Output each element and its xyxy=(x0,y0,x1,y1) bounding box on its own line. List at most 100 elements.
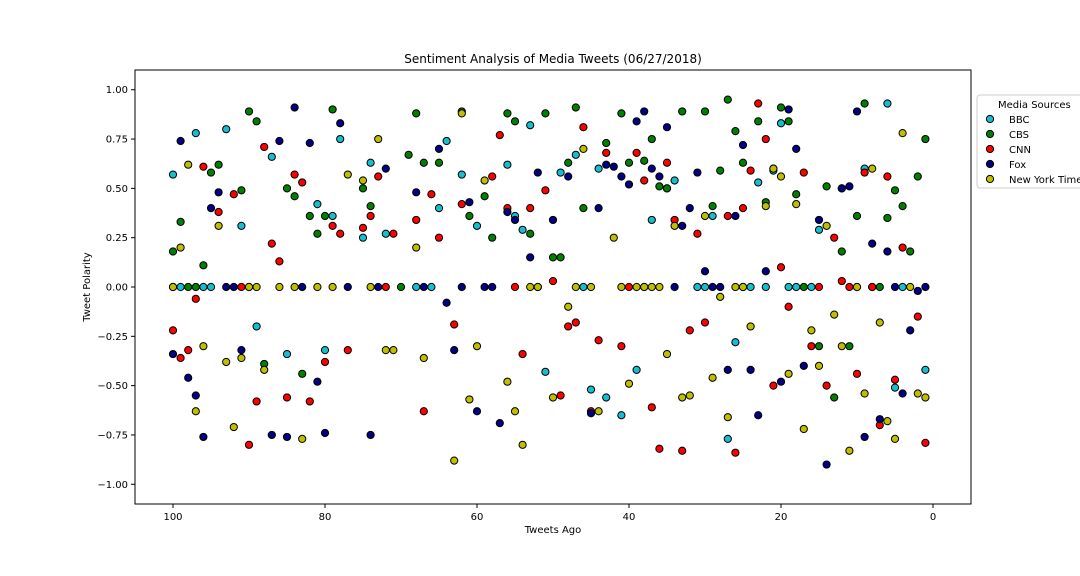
x-tick-label: 40 xyxy=(623,512,636,523)
point-fox xyxy=(275,136,284,146)
legend-label: BBC xyxy=(1009,115,1030,126)
point-bbc xyxy=(807,282,816,292)
point-new-york-times xyxy=(518,440,527,449)
point-cbs xyxy=(602,138,611,148)
point-fox xyxy=(586,409,596,418)
point-new-york-times xyxy=(814,361,824,371)
point-new-york-times xyxy=(761,202,770,211)
point-bbc xyxy=(700,282,710,292)
point-bbc xyxy=(579,282,588,292)
point-bbc xyxy=(282,349,292,359)
point-bbc xyxy=(693,282,702,292)
point-new-york-times xyxy=(252,282,261,292)
point-new-york-times xyxy=(457,109,466,118)
point-new-york-times xyxy=(883,417,892,426)
point-bbc xyxy=(761,282,770,292)
point-cbs xyxy=(678,107,687,116)
point-new-york-times xyxy=(776,172,786,181)
point-fox xyxy=(913,286,922,296)
y-tick-label: −0.75 xyxy=(97,430,128,441)
legend-item-new-york-times: New York Times xyxy=(985,174,1080,186)
point-cnn xyxy=(548,276,558,286)
point-bbc xyxy=(252,322,261,331)
point-cnn xyxy=(374,172,383,181)
point-cnn xyxy=(830,233,839,242)
point-new-york-times xyxy=(222,357,231,367)
point-bbc xyxy=(670,176,679,185)
point-cnn xyxy=(457,200,466,209)
point-cbs xyxy=(617,109,626,118)
point-new-york-times xyxy=(655,282,664,292)
point-fox xyxy=(632,117,641,126)
point-new-york-times xyxy=(358,176,368,185)
point-fox xyxy=(457,282,466,292)
point-cbs xyxy=(313,229,322,238)
point-fox xyxy=(624,180,634,189)
point-cbs xyxy=(845,342,854,351)
point-fox xyxy=(799,361,808,371)
point-cnn xyxy=(602,148,611,157)
point-cnn xyxy=(199,162,208,171)
point-new-york-times xyxy=(647,282,656,292)
chart-title: Sentiment Analysis of Media Tweets (06/2… xyxy=(404,52,702,66)
point-cbs xyxy=(913,172,922,181)
point-cbs xyxy=(776,103,786,112)
point-bbc xyxy=(191,129,200,138)
point-fox xyxy=(708,282,717,292)
point-bbc xyxy=(898,282,907,292)
point-cbs xyxy=(708,202,717,211)
point-fox xyxy=(267,430,276,440)
point-cnn xyxy=(921,438,930,447)
point-cnn xyxy=(526,203,535,213)
point-new-york-times xyxy=(526,282,535,292)
legend-label: CNN xyxy=(1009,145,1031,156)
point-fox xyxy=(366,430,375,440)
point-fox xyxy=(860,432,869,442)
point-cnn xyxy=(913,312,922,321)
point-cnn xyxy=(594,336,603,345)
point-cbs xyxy=(206,168,216,177)
point-new-york-times xyxy=(670,221,679,230)
point-new-york-times xyxy=(419,353,428,363)
point-cnn xyxy=(427,190,436,199)
point-cnn xyxy=(366,211,375,221)
point-fox xyxy=(655,172,664,181)
point-fox xyxy=(176,136,185,146)
point-new-york-times xyxy=(275,282,284,292)
point-new-york-times xyxy=(723,413,732,422)
point-fox xyxy=(488,282,497,292)
point-fox xyxy=(716,282,725,292)
point-new-york-times xyxy=(617,282,626,292)
point-bbc xyxy=(328,211,337,221)
point-cbs xyxy=(282,184,292,193)
point-bbc xyxy=(434,203,444,213)
point-bbc xyxy=(814,225,824,234)
point-cbs xyxy=(290,192,299,201)
point-cbs xyxy=(237,186,246,195)
point-bbc xyxy=(381,229,390,238)
point-cbs xyxy=(723,95,732,104)
point-new-york-times xyxy=(579,144,588,154)
y-tick-label: −1.00 xyxy=(97,480,128,491)
point-new-york-times xyxy=(890,434,900,443)
point-new-york-times xyxy=(716,292,725,301)
point-cbs xyxy=(875,282,884,292)
legend-label: CBS xyxy=(1009,130,1029,141)
point-new-york-times xyxy=(214,221,223,230)
point-new-york-times xyxy=(662,349,672,359)
point-fox xyxy=(222,282,231,292)
point-cbs xyxy=(191,282,200,292)
x-tick-label: 0 xyxy=(930,512,936,523)
point-new-york-times xyxy=(229,422,238,432)
point-cnn xyxy=(868,282,877,292)
point-cbs xyxy=(510,117,520,126)
point-cbs xyxy=(412,109,421,118)
point-cnn xyxy=(320,357,330,367)
point-fox xyxy=(906,326,915,335)
point-cbs xyxy=(465,211,474,221)
point-fox xyxy=(662,123,672,132)
point-cbs xyxy=(860,99,869,108)
point-cbs xyxy=(541,109,550,118)
point-fox xyxy=(495,419,504,428)
point-new-york-times xyxy=(700,211,710,221)
